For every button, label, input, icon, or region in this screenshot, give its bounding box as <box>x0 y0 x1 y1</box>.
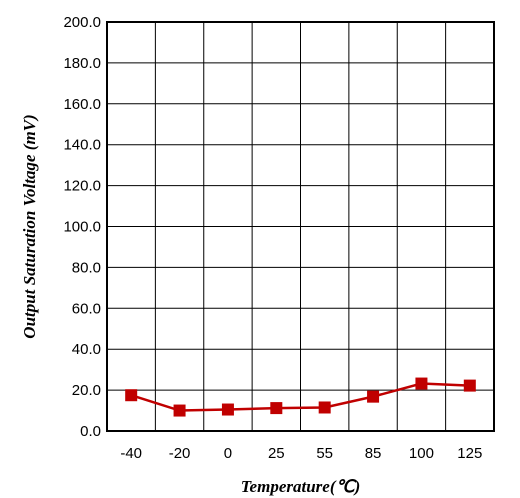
series-layer <box>125 377 476 417</box>
data-point <box>173 404 186 417</box>
y-tick-label: 120.0 <box>63 178 101 195</box>
y-tick-label: 60.0 <box>72 300 101 317</box>
x-tick-label: -40 <box>120 445 142 462</box>
x-tick-label: 55 <box>316 445 333 462</box>
data-point <box>318 401 331 414</box>
y-tick-label: 140.0 <box>63 137 101 154</box>
data-point <box>415 377 428 390</box>
y-tick-label: 180.0 <box>63 55 101 72</box>
x-axis-ticks: -40 -20 0 25 55 85 100 125 <box>120 445 482 462</box>
plot-area-border <box>106 21 495 432</box>
y-tick-label: 0.0 <box>80 423 101 440</box>
y-tick-label: 80.0 <box>72 259 101 276</box>
data-point <box>367 390 380 403</box>
grid-lines <box>107 21 494 432</box>
x-tick-label: 100 <box>409 445 434 462</box>
data-point <box>125 389 138 402</box>
x-tick-label: -20 <box>169 445 191 462</box>
y-tick-label: 40.0 <box>72 341 101 358</box>
y-tick-label: 100.0 <box>63 219 101 236</box>
y-tick-label: 200.0 <box>63 14 101 31</box>
x-tick-label: 25 <box>268 445 285 462</box>
y-axis-label: Output Saturation Voltage (mV) <box>20 114 39 338</box>
x-tick-label: 125 <box>457 445 482 462</box>
data-point <box>221 403 234 416</box>
y-axis-ticks: 0.0 20.0 40.0 60.0 80.0 100.0 120.0 140.0 160.0 1… <box>63 14 101 440</box>
y-tick-label: 20.0 <box>72 382 101 399</box>
data-point <box>270 402 283 415</box>
x-axis-label: Temperature(℃) <box>241 477 361 496</box>
series-line <box>130 382 470 412</box>
data-point <box>463 379 476 392</box>
x-tick-label: 0 <box>224 445 232 462</box>
y-tick-label: 160.0 <box>63 96 101 113</box>
x-tick-label: 85 <box>365 445 382 462</box>
